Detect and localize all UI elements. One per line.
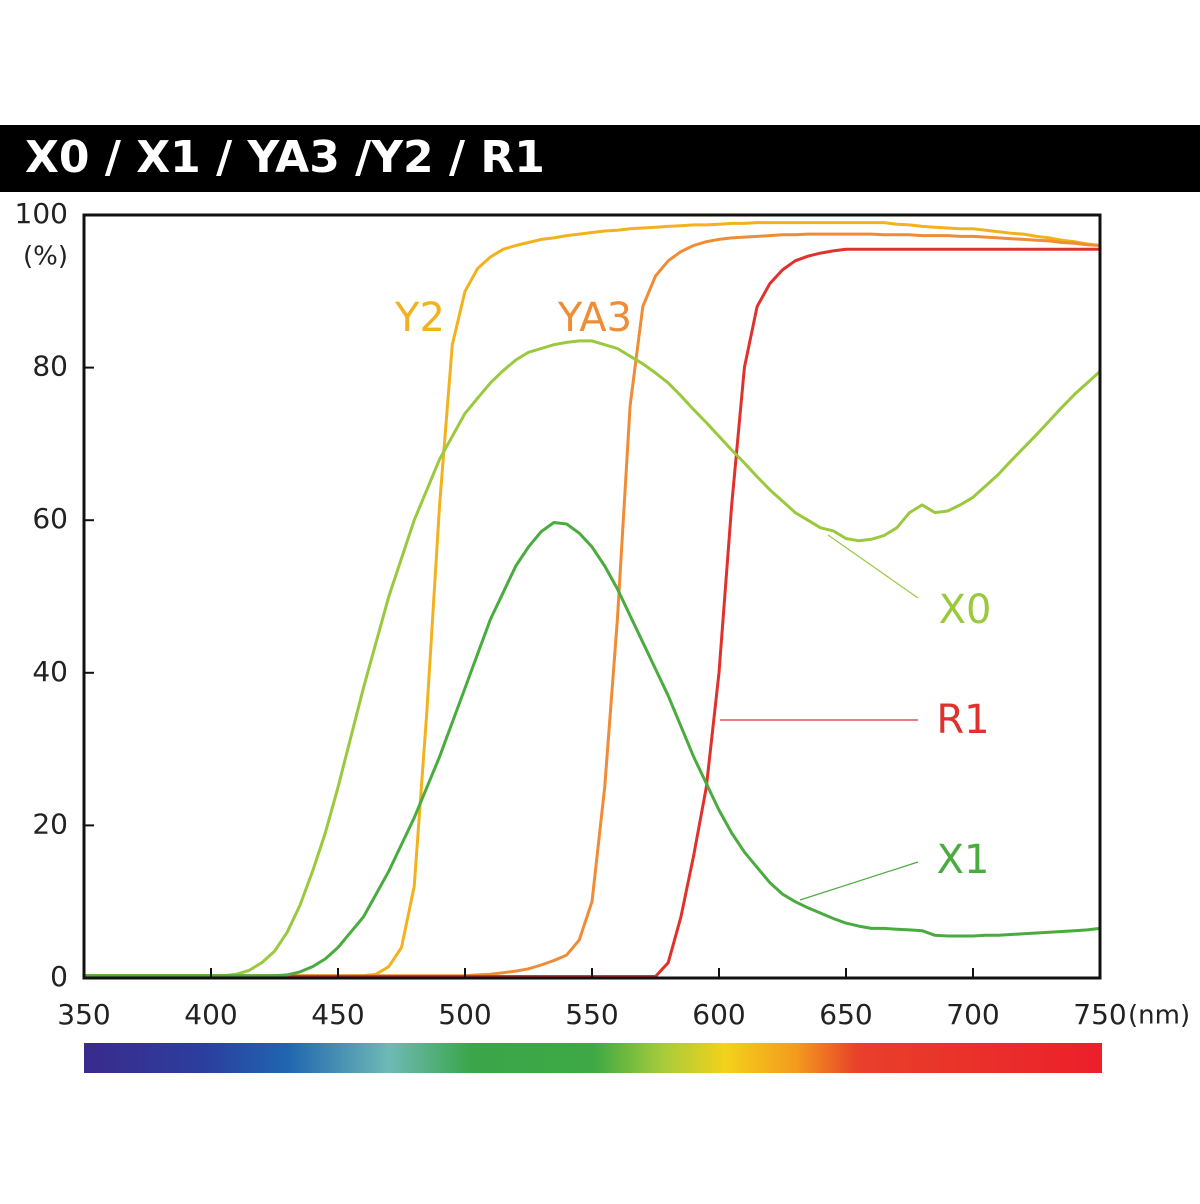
spectrum-bar	[84, 1043, 1102, 1073]
series-label: YA3	[557, 295, 632, 341]
series-label: X1	[937, 837, 990, 883]
series-line	[84, 521, 1101, 978]
y-unit: (%)	[23, 242, 68, 272]
chart-title: X0 / X1 / YA3 /Y2 / R1	[25, 132, 545, 183]
x-tick-label: 750	[1073, 998, 1126, 1031]
y-tick-label: 80	[32, 350, 68, 383]
x-tick-label: 650	[819, 998, 872, 1031]
series-label: X0	[939, 587, 992, 633]
y-tick-label: 100	[15, 197, 68, 230]
series-label: Y2	[394, 295, 445, 341]
leader-line	[799, 861, 919, 901]
x-tick-label: 600	[692, 998, 745, 1031]
leader-line	[827, 534, 919, 599]
x-tick-label: 700	[946, 998, 999, 1031]
y-tick-label: 60	[32, 502, 68, 535]
series-label: R1	[936, 697, 989, 743]
title-bar	[0, 125, 1200, 192]
y-tick-label: 40	[32, 655, 68, 688]
x-tick-label: 500	[438, 998, 491, 1031]
x-tick-label: 450	[311, 998, 364, 1031]
y-tick-label: 0	[50, 960, 68, 993]
x-tick-label: 400	[184, 998, 237, 1031]
series-line	[84, 339, 1102, 978]
x-tick-label: 350	[57, 998, 110, 1031]
y-tick-label: 20	[32, 807, 68, 840]
x-tick-label: 550	[565, 998, 618, 1031]
x-unit: (nm)	[1128, 1001, 1190, 1031]
